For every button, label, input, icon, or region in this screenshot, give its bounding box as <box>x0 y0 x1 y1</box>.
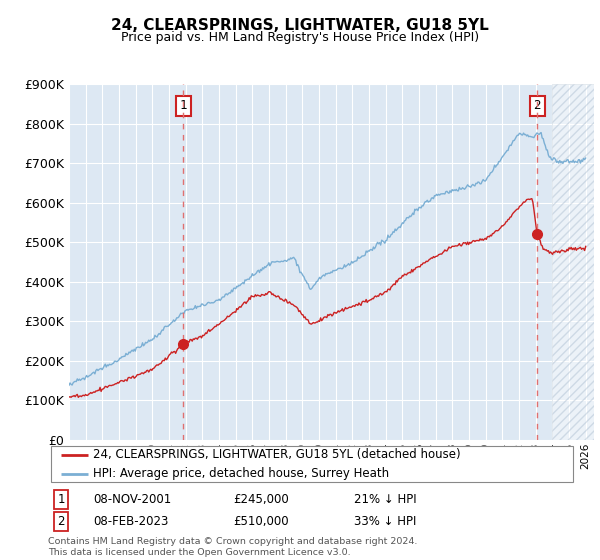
Text: 21% ↓ HPI: 21% ↓ HPI <box>354 493 417 506</box>
Text: 33% ↓ HPI: 33% ↓ HPI <box>354 515 416 528</box>
Text: 08-NOV-2001: 08-NOV-2001 <box>93 493 171 506</box>
Text: 24, CLEARSPRINGS, LIGHTWATER, GU18 5YL: 24, CLEARSPRINGS, LIGHTWATER, GU18 5YL <box>111 18 489 33</box>
Bar <box>553 84 600 440</box>
FancyBboxPatch shape <box>50 446 574 482</box>
Text: Price paid vs. HM Land Registry's House Price Index (HPI): Price paid vs. HM Land Registry's House … <box>121 31 479 44</box>
Text: 24, CLEARSPRINGS, LIGHTWATER, GU18 5YL (detached house): 24, CLEARSPRINGS, LIGHTWATER, GU18 5YL (… <box>93 449 461 461</box>
Text: 1: 1 <box>58 493 65 506</box>
Text: £245,000: £245,000 <box>233 493 289 506</box>
Text: HPI: Average price, detached house, Surrey Heath: HPI: Average price, detached house, Surr… <box>93 467 389 480</box>
Text: 08-FEB-2023: 08-FEB-2023 <box>93 515 168 528</box>
Text: 2: 2 <box>533 99 541 112</box>
Text: 1: 1 <box>179 99 187 112</box>
Text: £510,000: £510,000 <box>233 515 289 528</box>
Text: Contains HM Land Registry data © Crown copyright and database right 2024.
This d: Contains HM Land Registry data © Crown c… <box>48 537 418 557</box>
Text: 2: 2 <box>58 515 65 528</box>
